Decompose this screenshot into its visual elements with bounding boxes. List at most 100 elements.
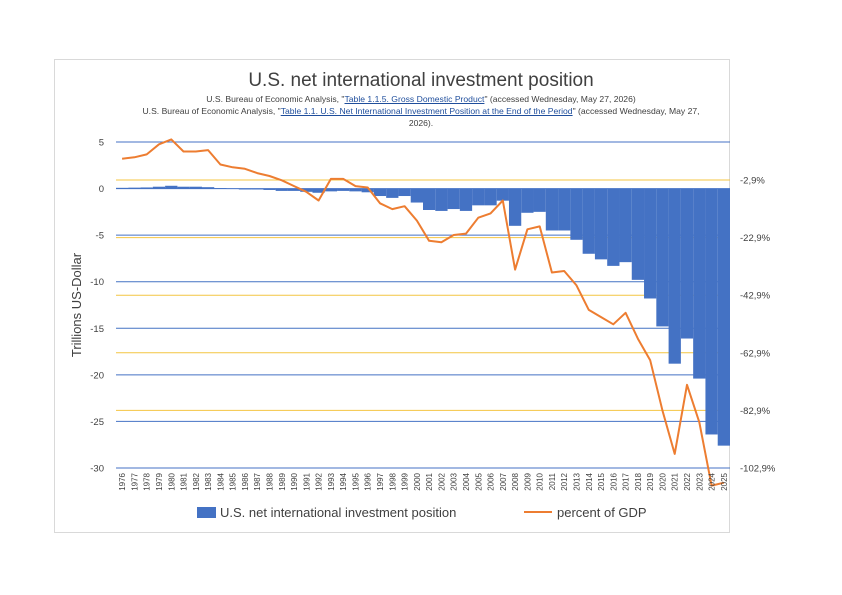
x-tick-label: 2004 <box>462 472 471 490</box>
x-tick-label: 1985 <box>229 472 238 490</box>
x-tick-label: 1989 <box>278 472 287 490</box>
x-tick-label: 2010 <box>536 472 545 490</box>
bar <box>644 188 657 299</box>
x-tick-label: 1987 <box>253 472 262 490</box>
bar <box>349 188 362 192</box>
bar <box>410 188 423 203</box>
y-tick-label: -5 <box>96 231 104 242</box>
bar <box>508 188 522 226</box>
x-tick-label: 2011 <box>548 472 557 490</box>
bar <box>459 188 473 211</box>
y2-tick-label: -82,9% <box>740 406 771 417</box>
x-tick-label: 2002 <box>437 472 446 490</box>
y2-tick-label: -2,9% <box>740 176 765 187</box>
x-tick-label: 2006 <box>487 472 496 490</box>
bar <box>300 188 313 192</box>
bar <box>140 187 153 189</box>
bar <box>116 187 129 189</box>
x-tick-label: 1998 <box>388 472 397 490</box>
y-tick-label: -10 <box>90 277 104 288</box>
x-tick-label: 1978 <box>143 472 152 490</box>
bar <box>251 188 264 190</box>
x-tick-label: 1986 <box>241 472 250 490</box>
bar <box>128 187 141 189</box>
x-tick-label: 1999 <box>401 472 410 490</box>
bar <box>386 188 399 198</box>
x-tick-label: 1980 <box>167 472 176 490</box>
bar <box>668 188 681 364</box>
bar <box>656 188 669 327</box>
y-tick-label: -20 <box>90 370 104 381</box>
bar <box>447 188 460 210</box>
legend-swatch-bar <box>197 507 216 518</box>
x-tick-label: 1994 <box>339 472 348 490</box>
bar <box>275 188 288 191</box>
y-tick-label: 0 <box>99 184 104 195</box>
bar <box>152 186 166 189</box>
x-tick-label: 1982 <box>192 472 201 490</box>
y-axis-title: Trillions US-Dollar <box>69 252 84 357</box>
bar <box>165 185 178 189</box>
x-tick-label: 2016 <box>609 472 618 490</box>
x-tick-label: 2023 <box>695 472 704 490</box>
line-percent-gdp <box>121 138 725 487</box>
y2-tick-label: -22,9% <box>740 233 771 244</box>
bar <box>533 188 546 212</box>
bar <box>496 188 509 201</box>
x-tick-label: 2014 <box>585 472 594 490</box>
x-tick-label: 2008 <box>511 472 520 490</box>
x-tick-label: 1990 <box>290 472 299 490</box>
x-tick-label: 2003 <box>450 472 459 490</box>
bar <box>693 188 706 379</box>
legend-label-gdp: percent of GDP <box>557 505 647 520</box>
bar <box>594 188 608 260</box>
bar <box>423 188 436 210</box>
x-tick-label: 1997 <box>376 472 385 490</box>
bar <box>484 188 497 206</box>
x-tick-label: 2024 <box>708 472 717 490</box>
x-tick-label: 1988 <box>266 472 275 490</box>
bar <box>619 188 632 263</box>
x-tick-label: 2015 <box>597 472 606 490</box>
y2-tick-label: -102,9% <box>740 464 776 475</box>
bar <box>263 188 276 190</box>
chart-title: U.S. net international investment positi… <box>248 70 594 91</box>
chart-frame <box>54 59 730 533</box>
legend-swatch-line <box>524 511 552 513</box>
source-link-niip[interactable]: Table 1.1. U.S. Net International Invest… <box>280 106 573 116</box>
x-tick-label: 2021 <box>671 472 680 490</box>
bar <box>570 188 583 240</box>
x-tick-label: 1992 <box>315 472 324 490</box>
bar <box>324 188 338 192</box>
x-tick-label: 1976 <box>118 472 127 490</box>
x-tick-label: 1996 <box>364 472 373 490</box>
bar <box>717 188 730 446</box>
x-tick-label: 2005 <box>474 472 483 490</box>
x-tick-label: 2025 <box>720 472 729 490</box>
x-tick-label: 2020 <box>658 472 667 490</box>
x-tick-label: 2001 <box>425 472 434 490</box>
x-tick-label: 2017 <box>622 472 631 490</box>
x-tick-label: 1984 <box>216 472 225 490</box>
x-tick-label: 2018 <box>634 472 643 490</box>
bar <box>238 188 252 190</box>
x-tick-label: 1991 <box>302 472 311 490</box>
x-tick-label: 2009 <box>523 472 532 490</box>
bar <box>545 188 559 231</box>
bar <box>472 188 485 206</box>
x-tick-label: 1993 <box>327 472 336 490</box>
source-link-gdp[interactable]: Table 1.1.5. Gross Domestic Product <box>344 94 485 104</box>
x-tick-label: 1983 <box>204 472 213 490</box>
x-tick-label: 2012 <box>560 472 569 490</box>
y-tick-label: 5 <box>99 138 104 149</box>
bar <box>189 186 202 189</box>
x-tick-label: 1977 <box>130 472 139 490</box>
x-tick-label: 2000 <box>413 472 422 490</box>
x-tick-label: 2022 <box>683 472 692 490</box>
legend-item-gdp: percent of GDP <box>524 505 647 520</box>
bar <box>705 188 718 435</box>
bar <box>287 188 301 191</box>
x-tick-label: 2013 <box>573 472 582 490</box>
bar <box>398 188 411 197</box>
